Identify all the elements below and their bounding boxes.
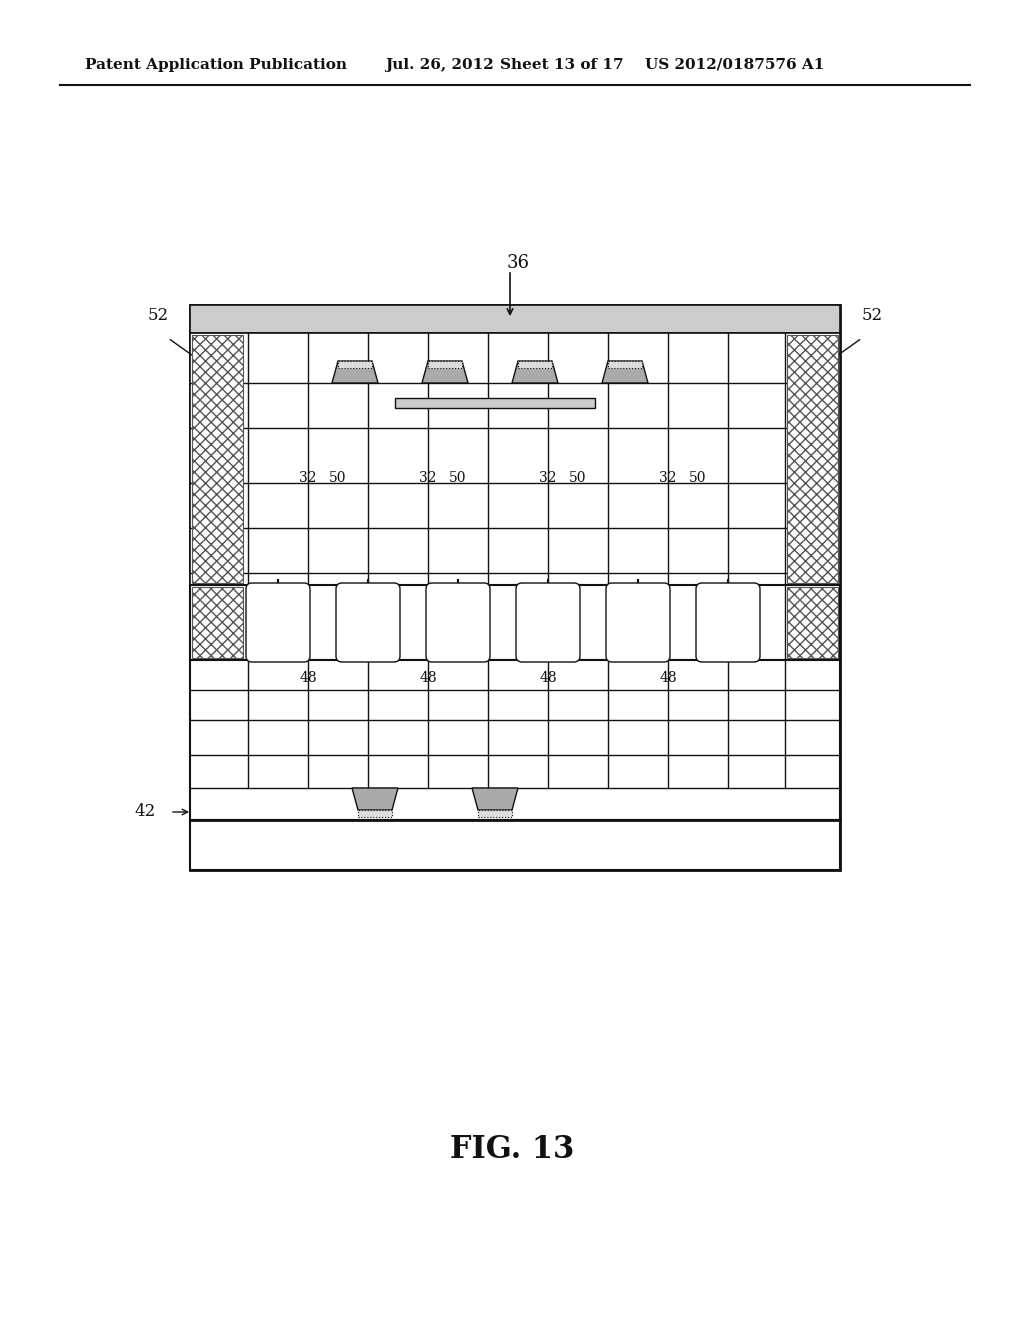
Text: 50: 50 xyxy=(450,471,467,484)
Bar xyxy=(193,587,243,657)
Bar xyxy=(338,360,372,368)
Bar xyxy=(478,810,512,817)
Text: 32: 32 xyxy=(540,471,557,484)
Bar xyxy=(787,587,838,657)
Bar xyxy=(358,810,392,817)
Text: FIG. 13: FIG. 13 xyxy=(450,1134,574,1166)
Text: US 2012/0187576 A1: US 2012/0187576 A1 xyxy=(645,58,824,73)
Text: 48: 48 xyxy=(659,671,677,685)
Bar xyxy=(428,360,462,368)
Bar xyxy=(190,660,840,820)
Bar xyxy=(608,360,642,368)
Text: 52: 52 xyxy=(861,306,883,323)
Polygon shape xyxy=(422,360,468,383)
Text: 36: 36 xyxy=(507,253,529,272)
FancyBboxPatch shape xyxy=(246,583,310,663)
FancyBboxPatch shape xyxy=(336,583,400,663)
Text: 32: 32 xyxy=(299,471,316,484)
Polygon shape xyxy=(332,360,378,383)
FancyBboxPatch shape xyxy=(696,583,760,663)
Polygon shape xyxy=(512,360,558,383)
Text: Sheet 13 of 17: Sheet 13 of 17 xyxy=(500,58,624,73)
Bar xyxy=(395,399,595,408)
Text: Jul. 26, 2012: Jul. 26, 2012 xyxy=(385,58,494,73)
Text: 50: 50 xyxy=(330,471,347,484)
Text: 32: 32 xyxy=(419,471,437,484)
Polygon shape xyxy=(472,788,518,810)
Bar xyxy=(190,305,840,333)
Text: 52: 52 xyxy=(147,306,169,323)
Text: 72: 72 xyxy=(339,616,356,630)
FancyBboxPatch shape xyxy=(516,583,580,663)
Bar xyxy=(193,335,243,583)
Bar xyxy=(190,820,840,870)
FancyBboxPatch shape xyxy=(606,583,670,663)
Bar xyxy=(787,335,838,583)
Text: 72: 72 xyxy=(549,616,567,630)
Polygon shape xyxy=(352,788,398,810)
Text: 50: 50 xyxy=(689,471,707,484)
Bar xyxy=(190,305,840,870)
Text: 48: 48 xyxy=(540,671,557,685)
Text: 42: 42 xyxy=(134,804,156,821)
Text: 32: 32 xyxy=(659,471,677,484)
Bar xyxy=(190,585,840,660)
Text: 50: 50 xyxy=(569,471,587,484)
Text: 50: 50 xyxy=(209,471,226,484)
Text: 48: 48 xyxy=(419,671,437,685)
Bar xyxy=(518,360,552,368)
Polygon shape xyxy=(602,360,648,383)
FancyBboxPatch shape xyxy=(426,583,490,663)
Text: 48: 48 xyxy=(299,671,316,685)
Text: Patent Application Publication: Patent Application Publication xyxy=(85,58,347,73)
Bar xyxy=(190,333,840,585)
